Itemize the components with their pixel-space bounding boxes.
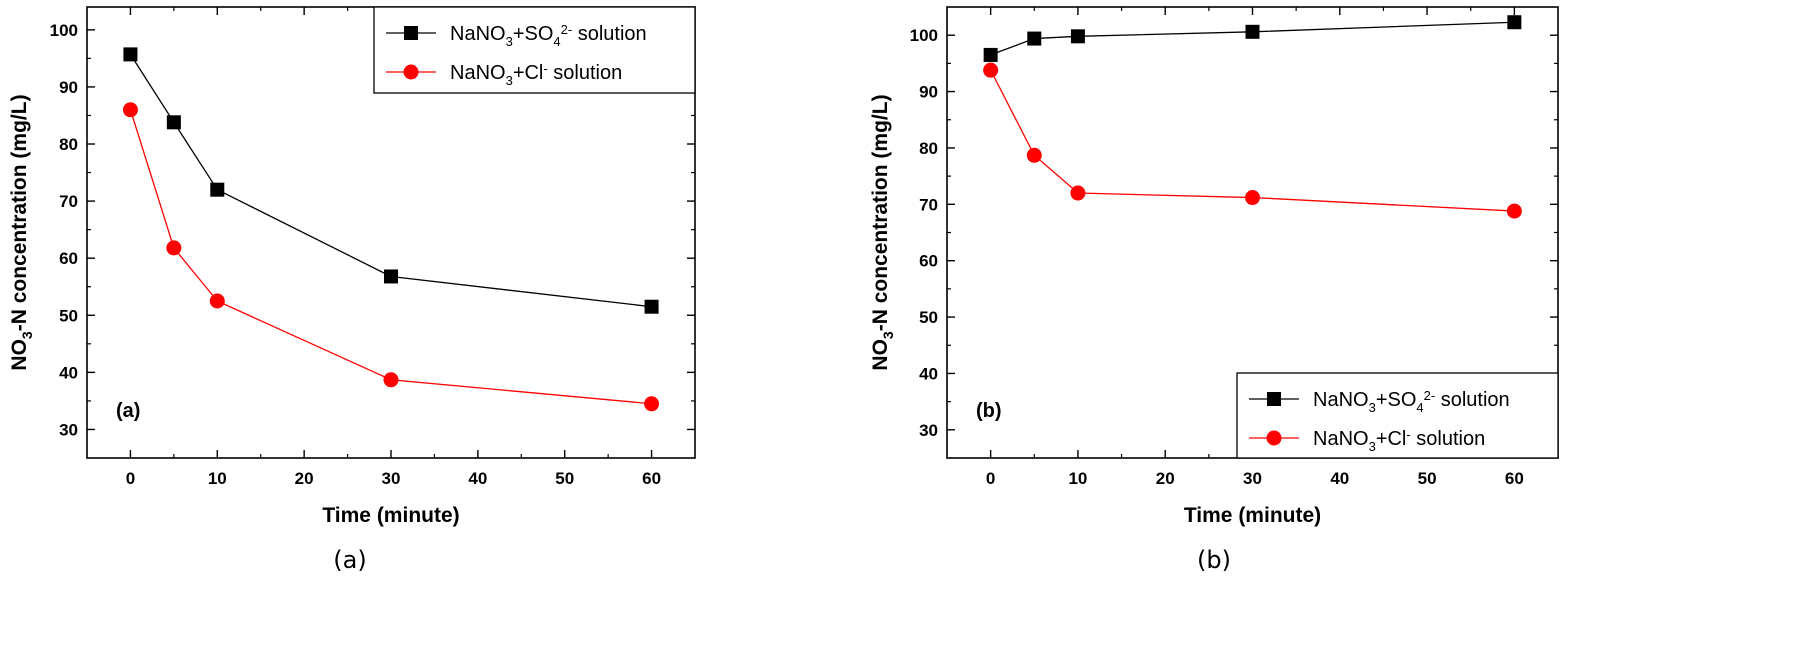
x-tick-label: 0 (986, 469, 995, 488)
x-tick-label: 20 (295, 469, 314, 488)
y-axis-title-group: NO3-N concentration (mg/L) (869, 94, 896, 370)
x-tick-label: 50 (555, 469, 574, 488)
x-tick-label: 20 (1156, 469, 1175, 488)
figure-caption: (b) (1197, 546, 1231, 574)
x-tick-label: 30 (382, 469, 401, 488)
data-point-sulfate (1027, 31, 1042, 46)
legend-marker-square (404, 26, 418, 40)
x-axis-title: Time (minute) (322, 504, 459, 527)
chart-panel-b: 0 10 20 30 40 50 60 30 40 50 60 70 80 90 100 Time (minu… (869, 6, 1559, 574)
y-tick-label: 40 (919, 364, 938, 383)
data-point-chloride (1245, 190, 1260, 206)
y-tick-label: 80 (59, 135, 78, 154)
y-tick-label: 90 (919, 83, 938, 102)
y-tick-label: 60 (59, 249, 78, 268)
data-point-chloride (1026, 147, 1042, 163)
y-tick-label: 50 (59, 306, 78, 325)
panel-label: (b) (976, 400, 1002, 422)
x-tick-label: 50 (1418, 469, 1437, 488)
data-point-sulfate (1070, 29, 1085, 44)
data-point-chloride (1070, 185, 1086, 201)
data-point-sulfate (166, 115, 181, 130)
x-tick-label: 0 (126, 469, 135, 488)
data-point-sulfate (123, 47, 138, 62)
legend-entry-chloride: NaNO3+Cl- solution (1313, 427, 1485, 454)
data-point-sulfate (384, 269, 398, 284)
data-point-chloride (644, 396, 660, 412)
chart-panel-a: 0 10 20 30 40 50 60 30 40 50 60 70 80 90 100 Time (minu… (8, 6, 696, 574)
x-tick-label: 60 (1505, 469, 1524, 488)
legend-marker-square (1267, 392, 1281, 406)
series-line-chloride (990, 69, 1515, 212)
x-tick-label: 40 (468, 469, 487, 488)
y-tick-label: 100 (910, 26, 938, 45)
y-axis-title: NO3-N concentration (mg/L) (8, 94, 35, 370)
data-point-sulfate (1245, 24, 1260, 39)
legend-entry-sulfate: NaNO3+SO42- solution (1313, 388, 1510, 415)
y-axis-title: NO3-N concentration (mg/L) (869, 94, 896, 370)
legend-entry-chloride: NaNO3+Cl- solution (450, 61, 622, 88)
data-point-chloride (383, 372, 399, 388)
legend-marker-circle (403, 64, 419, 80)
figure-caption: (a) (333, 546, 366, 574)
legend: NaNO3+SO42- solution NaNO3+Cl- solution (373, 6, 696, 94)
x-tick-label: 10 (1068, 469, 1087, 488)
y-tick-label: 80 (919, 139, 938, 158)
series-line-chloride (129, 109, 652, 405)
data-point-sulfate (983, 47, 998, 62)
x-tick-label: 40 (1330, 469, 1349, 488)
legend-marker-circle (1266, 430, 1282, 446)
data-point-chloride (166, 240, 182, 256)
panel-label: (a) (116, 400, 140, 422)
y-tick-label: 50 (919, 308, 938, 327)
legend-entry-sulfate: NaNO3+SO42- solution (450, 22, 647, 49)
y-tick-label: 40 (59, 363, 78, 382)
data-point-sulfate (210, 182, 225, 197)
y-tick-label: 70 (919, 195, 938, 214)
y-tick-label: 70 (59, 192, 78, 211)
data-point-chloride (209, 293, 225, 309)
data-point-chloride (1506, 203, 1522, 219)
x-axis-title: Time (minute) (1184, 504, 1321, 527)
y-tick-label: 30 (919, 421, 938, 440)
legend: NaNO3+SO42- solution NaNO3+Cl- solution (1236, 372, 1559, 459)
data-point-chloride (122, 102, 138, 118)
data-point-sulfate (644, 299, 659, 314)
x-tick-label: 30 (1243, 469, 1262, 488)
legend-box (1236, 372, 1559, 459)
y-axis-title-group: NO3-N concentration (mg/L) (8, 94, 35, 370)
data-point-chloride (983, 62, 999, 78)
y-tick-label: 60 (919, 252, 938, 271)
data-point-sulfate (1507, 15, 1522, 30)
y-tick-label: 30 (59, 420, 78, 439)
legend-box (373, 6, 696, 94)
y-tick-label: 100 (50, 21, 78, 40)
x-tick-label: 60 (642, 469, 661, 488)
y-tick-label: 90 (59, 78, 78, 97)
x-tick-label: 10 (208, 469, 227, 488)
